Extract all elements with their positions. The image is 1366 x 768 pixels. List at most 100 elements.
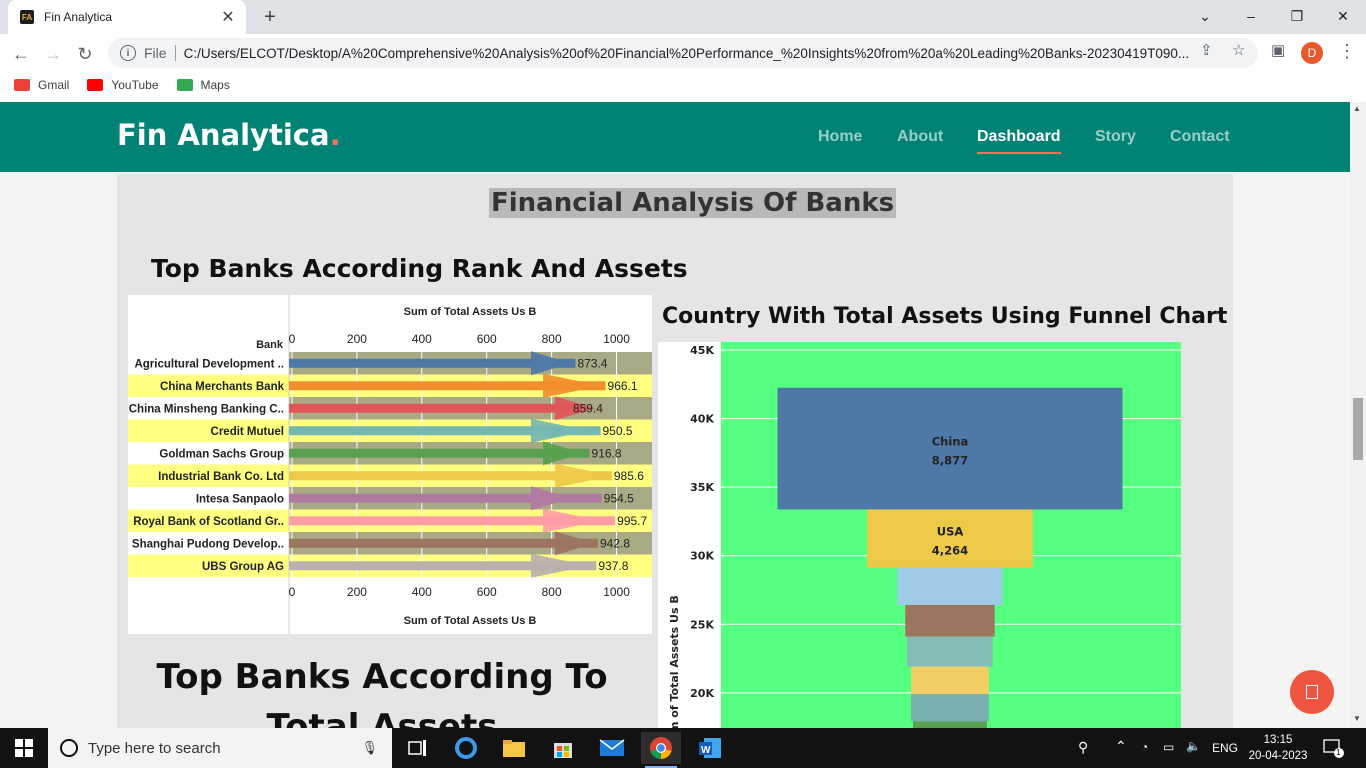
bank-assets-bar-chart[interactable]: Sum of Total Assets Us B Sum of Total Ass…	[128, 295, 652, 634]
funnel-segment[interactable]	[777, 387, 1123, 510]
row-band	[128, 464, 289, 487]
nav-contact[interactable]: Contact	[1170, 128, 1230, 145]
funnel-segment[interactable]	[907, 636, 993, 667]
address-bar[interactable]: i File C:/Users/ELCOT/Desktop/A%20Compre…	[108, 38, 1258, 68]
row-band	[128, 397, 289, 420]
bank-label: Intesa Sanpaolo	[196, 493, 284, 505]
forward-button[interactable]: →	[44, 43, 62, 64]
flag-marker	[531, 418, 589, 443]
page-scrollbar[interactable]: ▲ ▼	[1350, 102, 1366, 728]
site-logo[interactable]: Fin Analytica.	[117, 118, 341, 152]
back-button[interactable]: ←	[12, 43, 30, 64]
bar[interactable]	[289, 538, 598, 548]
tab-search-chevron-icon[interactable]: ⌄	[1199, 7, 1211, 24]
omnibox-divider	[174, 45, 176, 61]
volume-icon[interactable]: 🔈	[1186, 739, 1201, 753]
x-tick-label-top: 200	[347, 332, 367, 346]
taskbar-search[interactable]: Type here to search 🎙	[48, 728, 392, 768]
bar[interactable]	[289, 471, 612, 481]
scroll-thumb[interactable]	[1353, 398, 1363, 460]
close-window-button[interactable]: ✕	[1337, 7, 1349, 24]
bar-value-label: 954.5	[604, 491, 634, 505]
bar[interactable]	[289, 448, 590, 458]
bar-value-label: 995.7	[617, 514, 647, 528]
edge-icon[interactable]	[446, 732, 486, 764]
battery-icon[interactable]: ▭	[1163, 740, 1175, 754]
funnel-segment[interactable]	[911, 694, 989, 722]
profile-avatar[interactable]: D	[1301, 42, 1323, 64]
store-icon[interactable]	[543, 732, 583, 764]
bar[interactable]	[289, 493, 602, 503]
bar[interactable]	[289, 561, 597, 571]
language-indicator[interactable]: ENG	[1212, 741, 1239, 755]
task-view-icon[interactable]	[398, 732, 438, 764]
flag-marker	[543, 441, 583, 466]
bar[interactable]	[289, 358, 576, 368]
site-info-icon[interactable]: i	[120, 45, 136, 61]
bank-label: Goldman Sachs Group	[159, 448, 284, 460]
network-icon[interactable]: ◔	[1141, 740, 1149, 754]
minimize-button[interactable]: –	[1247, 8, 1255, 24]
word-icon[interactable]: W	[690, 732, 730, 764]
bar-value-label: 916.8	[592, 446, 622, 460]
flag-marker	[555, 463, 613, 488]
system-clock[interactable]: 13:15 20-04-2023	[1244, 732, 1312, 764]
nav-about[interactable]: About	[897, 128, 944, 145]
bank-label: UBS Group AG	[202, 561, 284, 573]
start-button[interactable]	[0, 728, 48, 768]
x-tick-label-bottom: 600	[477, 585, 497, 599]
flag-marker	[555, 396, 595, 421]
bar[interactable]	[289, 426, 601, 436]
bar[interactable]	[289, 403, 571, 413]
show-hidden-icons-chevron-icon[interactable]: ⌃	[1115, 738, 1127, 754]
nav-story[interactable]: Story	[1095, 128, 1136, 145]
windows-logo-icon	[15, 739, 33, 757]
reload-button[interactable]: ↻	[77, 43, 93, 64]
y-tick-label: 20K	[690, 687, 714, 700]
side-panel-icon[interactable]: ▣	[1271, 42, 1286, 59]
browser-tab[interactable]: FA Fin Analytica ✕	[8, 0, 246, 34]
funnel-segment[interactable]	[905, 604, 995, 637]
bookmark-maps[interactable]: Maps	[176, 78, 230, 92]
x-axis-title-bottom: Sum of Total Assets Us B	[404, 615, 537, 627]
nav-home[interactable]: Home	[818, 128, 863, 145]
file-explorer-icon[interactable]	[494, 732, 534, 764]
y-tick-label: 35K	[690, 481, 714, 494]
flag-marker	[531, 553, 589, 578]
country-assets-funnel-chart[interactable]: 20K 25K 30K 35K 40K 45K Sum of Total Assets Us…	[658, 342, 1181, 728]
share-icon[interactable]: ⇪	[1200, 42, 1213, 59]
maps-icon	[176, 79, 193, 91]
funnel-segment[interactable]	[867, 509, 1033, 568]
mail-icon[interactable]	[592, 732, 632, 764]
url-text[interactable]: C:/Users/ELCOT/Desktop/A%20Comprehensive…	[183, 45, 1190, 61]
floating-action-button[interactable]	[1290, 670, 1334, 714]
funnel-segment[interactable]	[911, 666, 989, 695]
active-app-indicator	[645, 766, 677, 768]
y-tick-label: 45K	[690, 344, 714, 357]
scroll-down-arrow-icon[interactable]: ▼	[1353, 714, 1361, 723]
segment-name-label: USA	[937, 525, 964, 539]
bar[interactable]	[289, 381, 606, 391]
people-icon[interactable]: ⚲	[1078, 739, 1089, 755]
bookmark-gmail[interactable]: Gmail	[14, 78, 69, 92]
menu-dots-icon[interactable]: ⋮	[1338, 41, 1356, 61]
nav-dashboard[interactable]: Dashboard	[977, 128, 1061, 154]
funnel-segment[interactable]	[897, 567, 1003, 605]
row-band	[128, 374, 289, 397]
funnel-segment[interactable]	[913, 721, 987, 728]
bar[interactable]	[289, 516, 616, 526]
chrome-icon[interactable]	[641, 732, 681, 768]
x-tick-label-top: 400	[412, 332, 432, 346]
scroll-up-arrow-icon[interactable]: ▲	[1353, 104, 1361, 113]
bookmarks-bar: Gmail YouTube Maps	[0, 72, 1366, 98]
x-tick-label-top: 0	[289, 332, 296, 346]
x-tick-label-bottom: 1000	[603, 585, 630, 599]
restore-button[interactable]: ❐	[1290, 7, 1304, 24]
new-tab-button[interactable]: +	[264, 5, 276, 28]
bookmark-star-icon[interactable]: ☆	[1232, 42, 1246, 59]
section-title-total-assets: Top Banks According To Total Assets	[156, 657, 608, 728]
bookmark-youtube[interactable]: YouTube	[87, 78, 159, 92]
close-tab-icon[interactable]: ✕	[221, 9, 235, 26]
microphone-icon[interactable]: 🎙	[361, 740, 378, 755]
notification-center-icon[interactable]: 1	[1322, 738, 1344, 758]
